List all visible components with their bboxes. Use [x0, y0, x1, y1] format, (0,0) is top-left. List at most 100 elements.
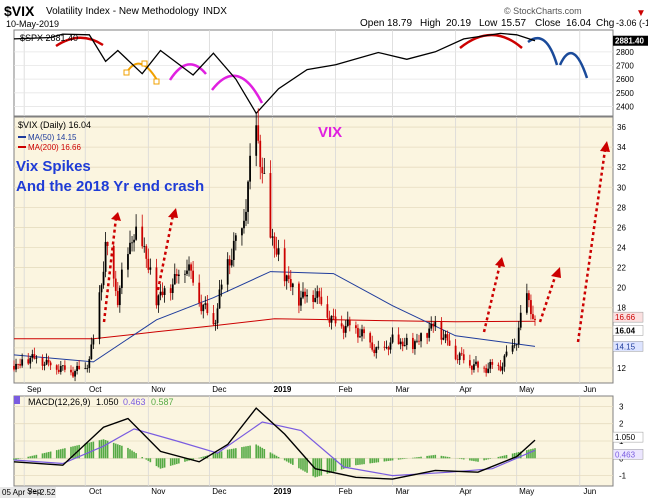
vix-candle-body — [377, 346, 380, 348]
vix-tick-label: 32 — [617, 163, 626, 172]
x-tick-label-macd: May — [519, 487, 534, 496]
signal-value-tag-label: 0.463 — [615, 450, 636, 459]
macd-hist-bar — [401, 458, 404, 460]
macd-hist-bar — [55, 450, 58, 459]
vix-candle-body — [275, 248, 278, 255]
signal-line — [13, 421, 536, 477]
vix-candle-body — [483, 367, 486, 369]
macd-hist-bar — [501, 455, 504, 459]
macd-hist-bar — [483, 458, 485, 461]
arrow-head-3-icon — [495, 257, 505, 267]
vix-candle-body — [460, 353, 463, 355]
macd-tick-label: 2 — [619, 420, 624, 429]
macd-hist-bar — [283, 458, 286, 461]
macd-hist-bar — [200, 457, 203, 459]
x-tick-label: May — [519, 385, 534, 394]
vix-candle-body — [389, 342, 392, 350]
vix-candle-body — [120, 269, 123, 288]
open-label: Open — [360, 18, 384, 29]
vix-tick-label: 30 — [617, 183, 626, 192]
macd-value-tag — [612, 431, 644, 443]
macd-legend-value: 1.050 — [96, 397, 119, 407]
vix-candle-body — [473, 364, 475, 370]
vix-arrows — [102, 141, 610, 343]
macd-hist-bar — [104, 439, 107, 459]
macd-hist-bar — [519, 451, 522, 459]
macd-swatch — [14, 396, 20, 404]
vix-candle-body — [318, 291, 321, 297]
macd-hist-bar — [31, 455, 34, 459]
macd-hist-bar — [342, 458, 345, 469]
macd-hist-bar — [271, 453, 274, 459]
macd-hist-bar — [361, 458, 363, 465]
ma200-line — [14, 318, 536, 340]
vix-candle-body — [397, 334, 400, 345]
macd-hist-bar — [414, 457, 416, 459]
macd-hist-bar — [88, 442, 91, 459]
macd-hist-bar — [285, 458, 288, 462]
vix-candle-body — [21, 359, 24, 366]
macd-hist-bar — [289, 458, 292, 464]
vix-candle-body — [462, 354, 465, 361]
vix-candle-body — [489, 362, 492, 369]
vix-candle-body — [13, 365, 15, 370]
vix-candle-body — [287, 275, 290, 280]
vix-candle-body — [218, 289, 221, 309]
vix-candle-body — [361, 329, 363, 337]
macd-hist-bar — [102, 439, 105, 459]
macd-hist-bar — [473, 458, 475, 462]
macd-hist-bar — [116, 444, 119, 459]
ma50-price-tag-label: 14.15 — [615, 342, 636, 351]
arrow-line-5 — [576, 149, 607, 343]
vix-candle-body — [98, 292, 101, 340]
vix-candle-body — [212, 313, 215, 325]
vix-candle-body — [257, 125, 260, 141]
vix-candle-body — [261, 166, 264, 174]
x-tick-label-macd: Feb — [339, 487, 353, 496]
macd-hist-bar — [344, 458, 347, 469]
vix-candle-body — [19, 364, 22, 366]
arrow-head-2-icon — [168, 208, 178, 218]
vix-candle-body — [57, 369, 60, 372]
vix-candle-body — [198, 282, 201, 303]
macd-hist-bar — [532, 448, 534, 459]
macd-hist-bar — [432, 455, 435, 459]
macd-hist-bar — [186, 458, 188, 462]
macd-hist-bar — [119, 445, 121, 459]
vix-candle-body — [312, 294, 315, 302]
vix-candle-body — [306, 294, 308, 297]
arrow-head-4-icon — [551, 267, 561, 278]
macd-hist-bar — [391, 458, 394, 461]
vix-candle-body — [114, 278, 117, 292]
vix-candle-body — [501, 366, 504, 371]
x-tick-label: Mar — [396, 385, 410, 394]
macd-hist-bar — [230, 448, 233, 459]
vix-candle-body — [86, 368, 89, 369]
vix-candle-body — [159, 291, 162, 296]
vix-candle-body — [291, 283, 294, 288]
macd-hist-bar — [320, 458, 323, 476]
macd-hist-bar — [133, 451, 135, 459]
vix-candle-body — [411, 337, 414, 350]
vix-candle-body — [70, 369, 72, 373]
vix-candle-body — [357, 328, 359, 338]
vix-candle-body — [401, 341, 404, 347]
macd-hist-bar — [377, 458, 380, 463]
macd-hist-bar — [462, 458, 465, 460]
vix-candle-body — [177, 274, 180, 277]
macd-hist-bar — [33, 455, 36, 459]
macd-hist-bar — [60, 449, 62, 459]
vix-candle-body — [147, 258, 150, 270]
vix-candle-body — [118, 287, 121, 306]
vix-candle-body — [430, 323, 433, 329]
vix-candle-body — [161, 291, 164, 295]
macd-hist-bar — [412, 457, 414, 459]
vix-candle-body — [385, 347, 388, 348]
vix-candle-body — [369, 333, 372, 343]
macd-hist-bar — [232, 448, 235, 459]
chg-value: -3.06 (-16.02%) — [616, 18, 648, 28]
macd-hist-bar — [357, 458, 359, 465]
vix-tick-label: 24 — [617, 243, 626, 252]
vix-candle-body — [499, 365, 502, 371]
